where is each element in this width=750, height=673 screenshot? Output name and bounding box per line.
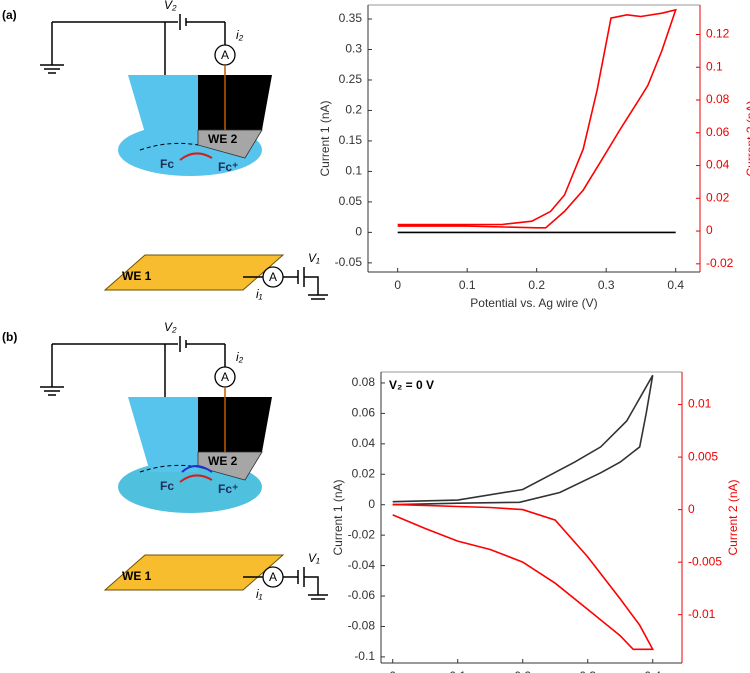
we2-label: WE 2 [208,132,238,146]
x-tick-label: 0 [389,669,396,673]
x-tick-label: 0.1 [449,669,466,673]
reaction-arrow [179,152,213,161]
y-tick-label: 0.15 [339,133,363,147]
y-axis-label: Current 1 (nA) [318,100,332,176]
we2 [197,451,263,481]
label-v2: V₂ [164,320,177,334]
fc-label: Fc [160,157,174,171]
y2-tick-label: 0.12 [706,27,730,41]
y2-tick-label: 0.02 [706,190,730,204]
y2-tick-label: -0.005 [688,554,722,568]
label-i2: i₂ [236,350,244,364]
ammeter-label: A [269,270,277,284]
we2 [197,129,263,159]
ammeter-label: A [221,370,229,384]
y2-tick-label: 0 [688,502,695,516]
we1-label: WE 1 [122,569,152,583]
fc-label: Fc [160,479,174,493]
interface [139,142,199,151]
panel-label: (a) [2,8,17,22]
ammeter-label: A [221,48,229,62]
y2-tick-label: -0.01 [688,607,716,621]
wire [304,576,319,595]
y-tick-label: -0.04 [348,558,376,572]
label-v1: V₁ [308,251,320,265]
y-tick-label: -0.1 [354,649,375,663]
y2-tick-label: 0.04 [706,158,730,172]
label-v2: V₂ [164,0,177,12]
panel-label: (b) [2,330,17,344]
pipette-solution [128,397,198,472]
y2-tick-label: -0.02 [706,256,734,270]
y-tick-label: 0.2 [345,103,362,117]
fc-plus-label: Fc⁺ [218,160,238,174]
x-tick-label: 0.4 [644,669,661,673]
x-tick-label: 0.1 [459,278,476,292]
series-line [397,8,677,229]
y2-tick-label: 0.08 [706,92,730,106]
y2-axis-label: Current 2 (nA) [726,479,740,555]
label-i1: i₁ [256,287,263,301]
electrode [198,75,272,130]
we1-label: WE 1 [122,269,152,283]
y-axis-label: Current 1 (nA) [331,479,345,555]
x-tick-label: 0 [394,278,401,292]
series-line [392,503,655,651]
y2-tick-label: 0.01 [688,397,712,411]
y-tick-label: -0.06 [348,588,376,602]
y-tick-label: 0 [368,497,375,511]
x-tick-label: 0.2 [528,278,545,292]
y2-tick-label: 0 [706,223,713,237]
x-tick-label: 0.4 [667,278,684,292]
annotation: V₂ = 0 V [389,378,434,392]
y-tick-label: 0 [355,225,362,239]
y2-tick-label: 0.005 [688,449,718,463]
y-tick-label: -0.05 [335,255,363,269]
electrode [198,397,272,452]
x-tick-label: 0.3 [579,669,596,673]
x-tick-label: 0.2 [514,669,531,673]
y-tick-label: 0.02 [352,466,376,480]
y2-tick-label: 0.1 [706,59,723,73]
y-tick-label: -0.08 [348,619,376,633]
y-tick-label: -0.02 [348,527,376,541]
reaction-arrow [179,474,213,483]
y2-axis-label: Current 2 (nA) [744,100,750,176]
label-v1: V₁ [308,551,320,565]
we1-plate [103,254,285,291]
ammeter-label: A [269,570,277,584]
pipette-solution [128,75,198,150]
y-tick-label: 0.35 [339,11,363,25]
wire [304,276,319,295]
reaction-arrow [181,465,213,473]
y-tick-label: 0.08 [352,375,376,389]
y-tick-label: 0.06 [352,406,376,420]
y-tick-label: 0.04 [352,436,376,450]
we2-label: WE 2 [208,454,238,468]
y-tick-label: 0.1 [345,164,362,178]
label-i1: i₁ [256,587,263,601]
y-tick-label: 0.3 [345,42,362,56]
label-i2: i₂ [236,28,244,42]
y-tick-label: 0.25 [339,72,363,86]
series-line [392,374,654,506]
x-axis-label: Potential vs. Ag wire (V) [470,296,597,310]
fc-plus-label: Fc⁺ [218,482,238,496]
y-tick-label: 0.05 [339,194,363,208]
we1-plate [103,554,285,591]
interface [139,464,199,473]
y2-tick-label: 0.06 [706,125,730,139]
x-tick-label: 0.3 [598,278,615,292]
